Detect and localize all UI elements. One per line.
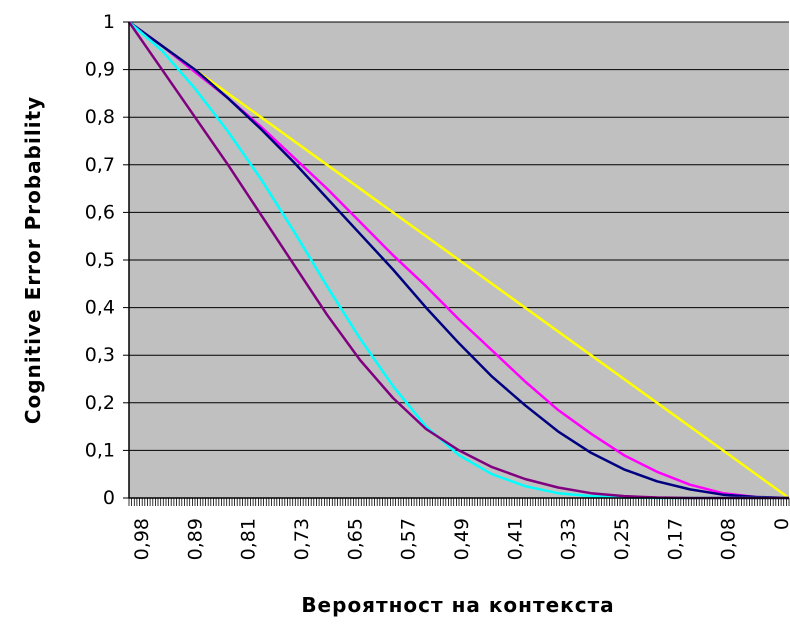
x-tick-label: 0,25 <box>611 518 633 560</box>
y-tick-label: 0,6 <box>85 201 115 223</box>
y-tick-label: 0,8 <box>85 106 115 128</box>
x-minor-ticks <box>128 498 790 506</box>
y-tick-labels: 0 0,1 0,2 0,3 0,4 0,5 0,6 0,7 0,8 0,9 1 <box>85 11 129 509</box>
x-tick-label: 0,33 <box>558 518 580 560</box>
y-tick-label: 0,9 <box>85 59 115 81</box>
x-tick-labels: 0,98 0,89 0,81 0,73 0,65 0,57 0,49 0,41 0,33 0,25… <box>131 518 790 560</box>
y-tick-label: 0,3 <box>85 344 115 366</box>
y-tick-label: 0,5 <box>85 249 115 271</box>
series-line-3 <box>128 20 790 500</box>
y-tick-label: 0,2 <box>85 392 115 414</box>
y-tick-label: 0,4 <box>85 297 115 319</box>
x-tick-label: 0,73 <box>291 518 313 560</box>
x-tick-label: 0,49 <box>451 518 473 560</box>
x-tick-label: 0,98 <box>131 518 153 560</box>
grid-lines <box>129 21 789 451</box>
x-tick-label: 0,17 <box>664 518 686 560</box>
x-tick-label: 0,65 <box>344 518 366 560</box>
series-line-1 <box>128 20 790 500</box>
x-tick-label: 0,08 <box>718 518 740 560</box>
series-lines <box>127 20 790 500</box>
x-tick-label: 0,57 <box>398 518 420 560</box>
x-tick-label: 0 <box>771 518 790 530</box>
y-tick-label: 0,1 <box>85 439 115 461</box>
y-axis-title: Cognitive Error Probability <box>21 96 45 424</box>
x-tick-label: 0,89 <box>184 518 206 560</box>
y-tick-label: 0,7 <box>85 154 115 176</box>
y-tick-label: 1 <box>103 11 115 33</box>
y-tick-label: 0 <box>103 487 115 509</box>
axes <box>128 22 790 506</box>
x-axis-title: Вероятност на контекста <box>301 593 614 617</box>
x-tick-label: 0,81 <box>238 518 260 560</box>
x-tick-label: 0,41 <box>504 518 526 560</box>
